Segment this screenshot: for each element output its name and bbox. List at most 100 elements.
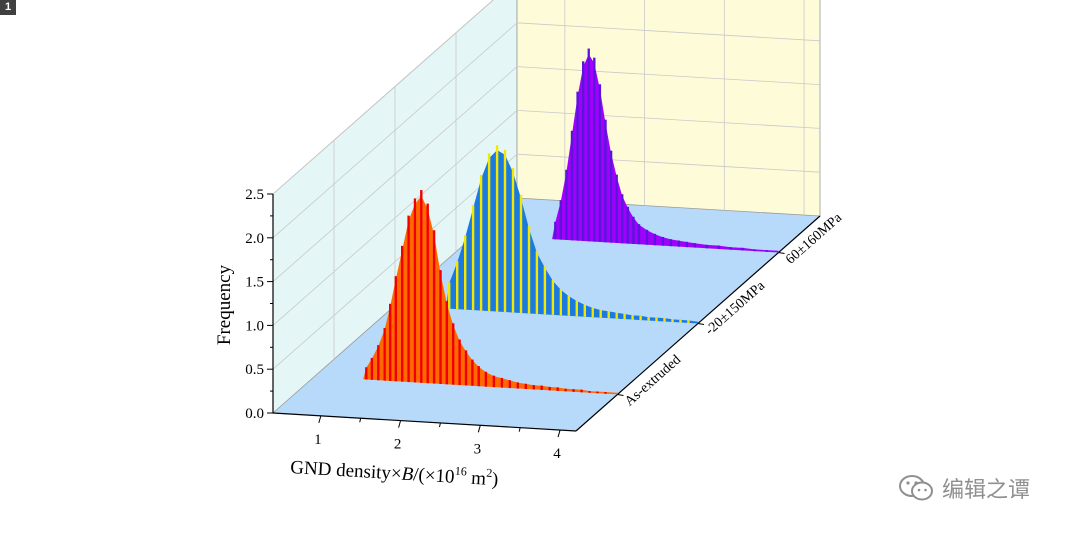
x-title-sup1: 16 bbox=[454, 464, 467, 479]
histogram-bar bbox=[669, 239, 673, 247]
histogram-bar bbox=[445, 301, 448, 385]
histogram-bar bbox=[456, 260, 459, 310]
histogram-bar bbox=[572, 389, 575, 392]
wechat-icon bbox=[899, 475, 933, 501]
histogram-bar bbox=[575, 300, 578, 317]
histogram-bar bbox=[631, 315, 634, 320]
histogram-bar bbox=[543, 266, 547, 315]
fit-area bbox=[446, 150, 698, 324]
histogram-bar bbox=[511, 167, 515, 313]
histogram-bar bbox=[394, 276, 397, 382]
histogram-bar bbox=[580, 389, 583, 393]
histogram-bar bbox=[554, 221, 557, 240]
histogram-bar bbox=[639, 315, 642, 321]
histogram-bar bbox=[458, 339, 461, 386]
watermark-text: 编辑之谭 bbox=[942, 478, 1031, 503]
histogram-bar bbox=[471, 359, 474, 386]
histogram-bar bbox=[564, 388, 567, 392]
x-tick bbox=[398, 420, 402, 428]
histogram-bar bbox=[604, 391, 607, 394]
histogram-bar bbox=[532, 385, 535, 390]
histogram-bar bbox=[432, 230, 436, 384]
chart-axes bbox=[267, 193, 821, 438]
histogram-bar bbox=[508, 380, 511, 389]
histogram-bar bbox=[671, 319, 674, 323]
x-title-unit: m bbox=[466, 467, 487, 489]
x-title-main: GND density× bbox=[290, 457, 403, 485]
x-tick bbox=[557, 429, 561, 438]
histogram-bar bbox=[677, 240, 680, 247]
histogram-bar bbox=[621, 194, 624, 244]
histogram-bar bbox=[647, 317, 650, 321]
histogram-bar bbox=[632, 216, 635, 244]
histogram-bar bbox=[604, 119, 607, 243]
histogram-bar bbox=[609, 150, 613, 243]
histogram-bar bbox=[548, 386, 551, 391]
histogram-bar bbox=[540, 385, 543, 390]
depth-tick bbox=[778, 252, 785, 255]
histogram-bar bbox=[587, 48, 590, 242]
watermark: 编辑之谭 bbox=[898, 472, 1030, 504]
histogram-bar bbox=[484, 371, 488, 387]
histogram-bar bbox=[401, 245, 404, 382]
x-axis-line bbox=[272, 412, 577, 432]
histogram-bar bbox=[535, 250, 539, 314]
histogram-bar bbox=[588, 391, 591, 393]
histogram-bar bbox=[576, 91, 579, 241]
histogram-bar bbox=[527, 225, 531, 314]
histogram-bar bbox=[623, 313, 626, 320]
chart-grid bbox=[272, 0, 821, 370]
histogram-bar bbox=[524, 383, 527, 390]
y-tick-label: 1.5 bbox=[245, 275, 264, 291]
gridline-y bbox=[272, 66, 821, 282]
histogram-bar bbox=[426, 203, 429, 384]
histogram-bar bbox=[593, 57, 596, 242]
histogram-bar bbox=[492, 375, 496, 388]
histogram-bar bbox=[693, 243, 696, 248]
x-title-mid: /(×10 bbox=[413, 464, 456, 487]
histogram-bar bbox=[464, 235, 467, 310]
series--20±150MPa bbox=[446, 145, 698, 324]
histogram-bar bbox=[582, 61, 585, 241]
histogram-bar bbox=[383, 328, 386, 381]
histogram-bar bbox=[452, 323, 455, 385]
histogram-bar bbox=[615, 312, 618, 319]
histogram-bar bbox=[503, 149, 507, 313]
series-As-extruded bbox=[363, 190, 618, 395]
x-axis-title: GND density×B/(×1016 m2) bbox=[290, 454, 499, 490]
x-tick bbox=[477, 425, 481, 433]
histogram-bar bbox=[583, 304, 586, 317]
x-minor-tick bbox=[518, 427, 521, 432]
histogram-bar bbox=[407, 215, 410, 383]
histogram-bar bbox=[477, 366, 480, 387]
histogram-bar bbox=[413, 198, 417, 383]
histogram-bar bbox=[765, 250, 768, 252]
histogram-bar bbox=[591, 307, 594, 318]
histogram-bar bbox=[615, 174, 618, 243]
histogram-bar bbox=[687, 320, 690, 323]
histogram-bar bbox=[655, 317, 658, 322]
histogram-bar bbox=[741, 247, 744, 251]
histogram-bar bbox=[570, 130, 574, 241]
histogram-bar bbox=[607, 311, 610, 319]
x-tick-label: 2 bbox=[394, 437, 402, 453]
x-title-close: ) bbox=[491, 469, 499, 490]
histogram-bar bbox=[567, 295, 570, 316]
gridline-y bbox=[272, 0, 494, 195]
histogram-bar bbox=[729, 247, 732, 250]
histogram-bar bbox=[685, 241, 688, 248]
x-tick-label: 4 bbox=[553, 446, 561, 462]
x-minor-tick bbox=[359, 418, 362, 423]
gridline-y bbox=[272, 109, 821, 326]
histogram-bar bbox=[439, 270, 442, 384]
histogram-bar bbox=[448, 282, 451, 309]
series-60±160MPa bbox=[552, 48, 779, 253]
histogram-bar bbox=[717, 245, 720, 250]
gridline-y bbox=[272, 153, 821, 370]
histogram-bar bbox=[471, 205, 475, 311]
histogram-bar bbox=[464, 350, 468, 386]
histogram-bar bbox=[420, 190, 423, 383]
y-tick-label: 0.0 bbox=[245, 406, 264, 422]
x-tick-label: 3 bbox=[474, 441, 482, 457]
histogram-bar bbox=[679, 319, 682, 323]
